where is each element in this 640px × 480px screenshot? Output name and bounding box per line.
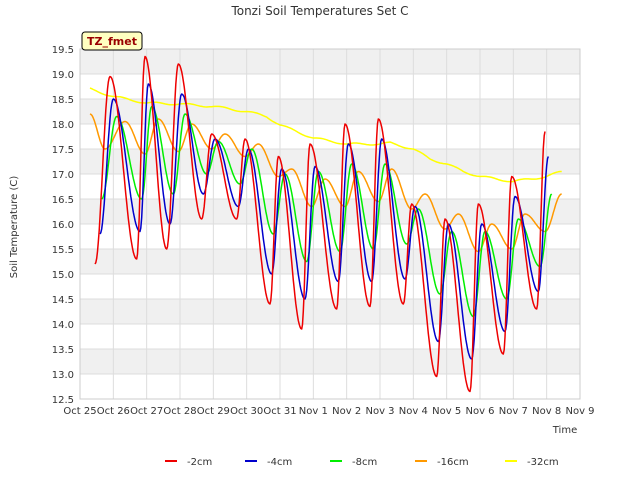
y-tick-label: 13.0: [52, 370, 74, 381]
y-tick-label: 18.0: [52, 120, 74, 131]
x-axis-ticks: Oct 25 Oct 26 Oct 27 Oct 28 Oct 29 Oct 30 Oct …: [63, 406, 594, 417]
legend-label: -16cm: [437, 457, 469, 468]
plot-band: [80, 149, 580, 174]
plot-band: [80, 374, 580, 399]
y-tick-label: 17.5: [52, 145, 74, 156]
tag-box: [81, 31, 143, 51]
x-tick-label: Nov 4: [399, 406, 428, 417]
x-tick-label: Nov 7: [499, 406, 528, 417]
y-tick-label: 16.5: [52, 195, 74, 206]
x-tick-label: Nov 2: [332, 406, 361, 417]
x-tick-label: Nov 6: [465, 406, 494, 417]
series-line-minus-32cm: [89, 87, 562, 183]
x-tick-label: Nov 8: [532, 406, 561, 417]
y-tick-label: 13.5: [52, 345, 74, 356]
legend-label: -32cm: [527, 457, 559, 468]
x-tick-label: Oct 31: [263, 406, 296, 417]
y-tick-label: 14.5: [52, 295, 74, 306]
legend-label: -2cm: [187, 457, 212, 468]
x-tick-label: Nov 5: [432, 406, 461, 417]
y-tick-label: 17.0: [52, 170, 74, 181]
x-tick-label: Nov 3: [365, 406, 394, 417]
chart-title: Tonzi Soil Temperatures Set C: [230, 4, 408, 18]
tag-label: TZ_fmet: [87, 35, 137, 48]
legend-label: -4cm: [267, 457, 292, 468]
plot-band: [80, 74, 580, 99]
y-tick-label: 16.0: [52, 220, 74, 231]
y-tick-label: 19.0: [52, 70, 74, 81]
x-tick-label: Oct 25: [63, 406, 96, 417]
series-line-minus-4cm: [99, 83, 550, 360]
plot-band: [80, 124, 580, 149]
plot-band: [80, 174, 580, 199]
x-tick-label: Nov 1: [299, 406, 328, 417]
y-tick-label: 18.5: [52, 95, 74, 106]
x-tick-label: Oct 30: [230, 406, 263, 417]
y-tick-label: 12.5: [52, 395, 74, 406]
y-tick-label: 19.5: [52, 45, 74, 56]
y-axis-title: Soil Temperature (C): [9, 176, 20, 279]
x-tick-label: Nov 9: [565, 406, 594, 417]
x-tick-label: Oct 26: [97, 406, 130, 417]
series-line-minus-16cm: [89, 113, 562, 253]
tz-fmet-tag: TZ_fmet: [81, 31, 143, 51]
x-tick-label: Oct 29: [197, 406, 230, 417]
x-axis-title: Time: [552, 425, 577, 436]
y-tick-label: 14.0: [52, 320, 74, 331]
plot-band: [80, 49, 580, 74]
y-tick-label: 15.5: [52, 245, 74, 256]
plot-band: [80, 349, 580, 374]
y-tick-label: 15.0: [52, 270, 74, 281]
plot-frame: [79, 48, 581, 400]
x-tick-label: Oct 28: [163, 406, 196, 417]
series-line-minus-2cm: [94, 55, 546, 393]
legend-label: -8cm: [352, 457, 377, 468]
legend: -2cm -4cm -8cm -16cm -32cm: [165, 457, 559, 468]
x-tick-label: Oct 27: [130, 406, 163, 417]
y-axis-ticks: 12.5 13.0 13.5 14.0 14.5 15.0 15.5 16.0 16.5 17.0…: [52, 45, 74, 406]
series-lines: [89, 55, 562, 393]
